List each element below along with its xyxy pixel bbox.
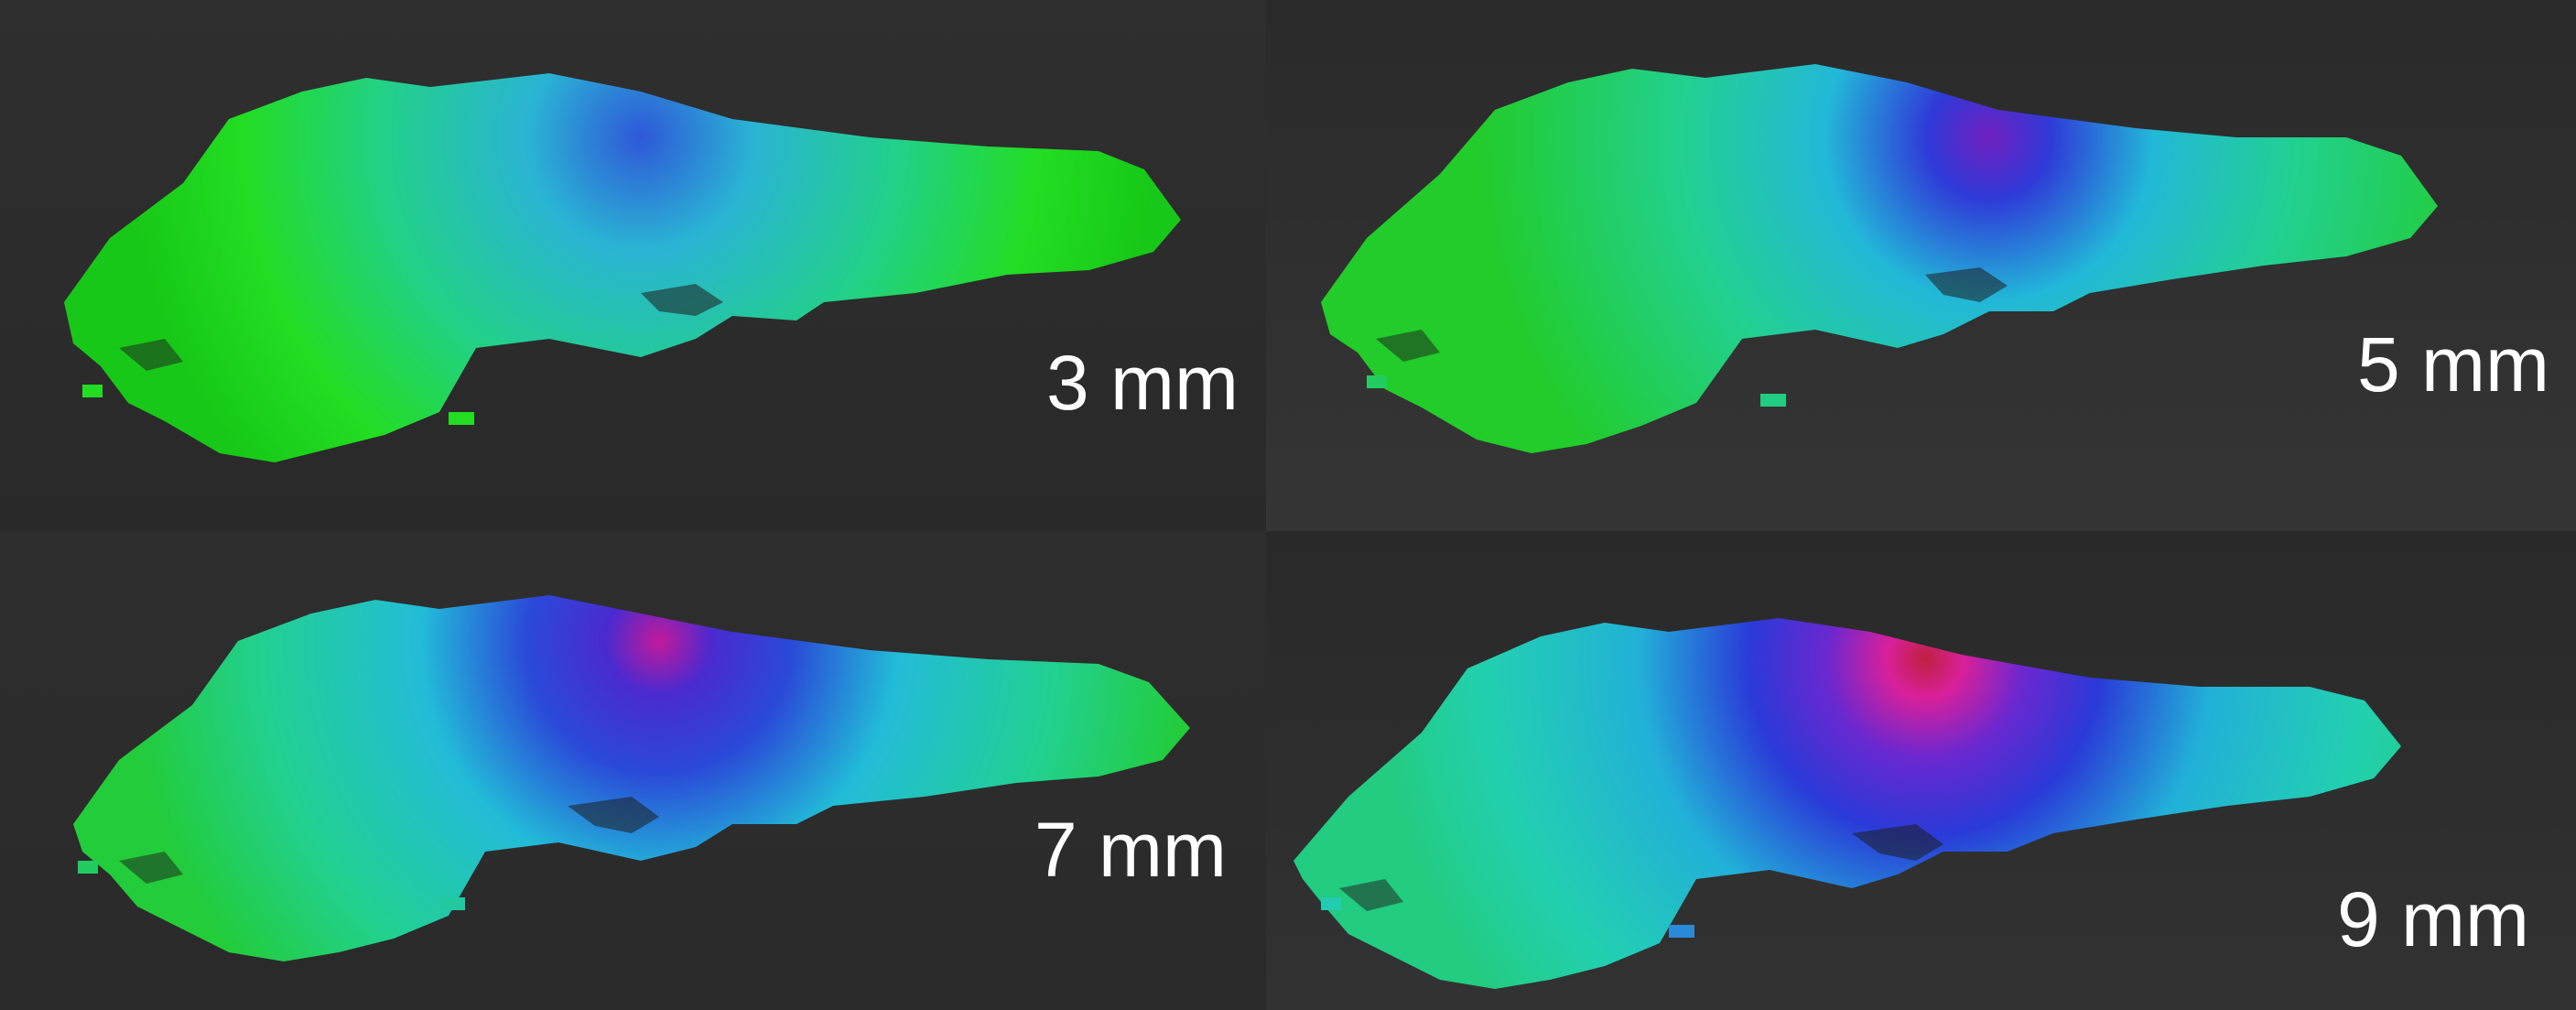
- panel-5mm: 5 mm: [1266, 0, 2576, 531]
- panel-label: 9 mm: [2337, 876, 2529, 962]
- surface-render-5mm: [1321, 64, 2438, 453]
- panel-label: 7 mm: [1034, 807, 1227, 893]
- panel-7mm: 7 mm: [0, 531, 1266, 1010]
- surface-render-9mm: [1293, 618, 2401, 989]
- panel-label: 5 mm: [2357, 321, 2549, 407]
- panel-9mm: 9 mm: [1266, 531, 2576, 1010]
- surface-render-7mm: [73, 595, 1190, 961]
- surface-render-3mm: [64, 73, 1181, 462]
- panel-label: 3 mm: [1046, 340, 1239, 426]
- panel-3mm: 3 mm: [0, 0, 1266, 531]
